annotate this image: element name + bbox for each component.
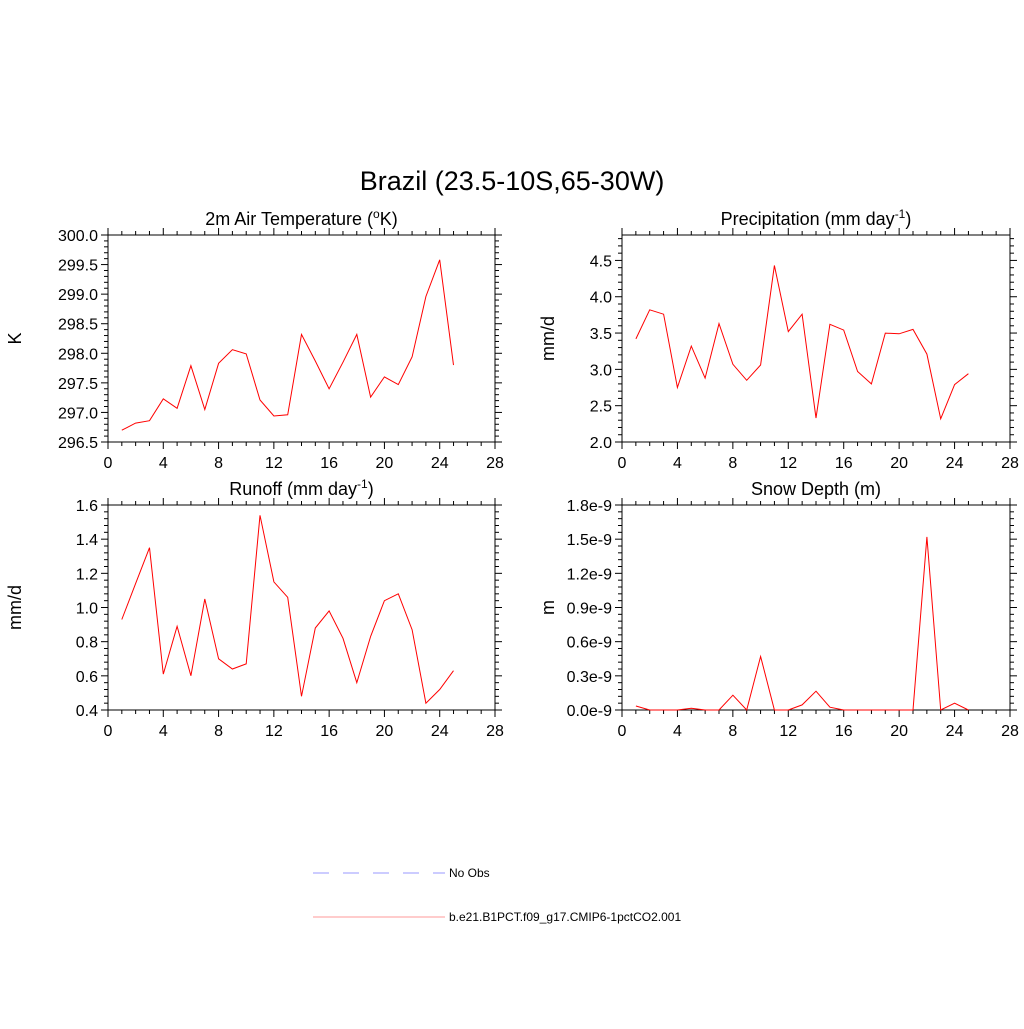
runoff-y-tick-label: 0.6 — [76, 669, 98, 686]
air-temperature-y-tick-label: 299.0 — [58, 287, 98, 304]
runoff-y-tick-label: 1.6 — [76, 498, 98, 515]
precipitation-y-axis-label: mm/d — [538, 316, 558, 361]
precipitation-plot-frame — [621, 234, 1011, 443]
air-temperature-series-line — [121, 259, 454, 431]
air-temperature-title-superscript: o — [373, 207, 380, 221]
runoff-y-tick-label: 0.4 — [76, 703, 98, 720]
runoff-panel-title: Runoff (mm day-1) — [229, 477, 373, 499]
precipitation-y-tick-label: 2.5 — [590, 399, 612, 416]
runoff-y-axis-label: mm/d — [5, 585, 25, 630]
air-temperature-y-tick-label: 296.5 — [58, 435, 98, 452]
snow-depth-panel-title: Snow Depth (m) — [751, 479, 881, 499]
air-temperature-x-tick-label: 20 — [376, 455, 394, 472]
air-temperature-x-tick-label: 28 — [486, 455, 504, 472]
snow-depth-x-tick-label: 16 — [835, 723, 853, 740]
snow-depth-x-tick-label: 4 — [673, 723, 682, 740]
snow-depth-x-tick-label: 0 — [618, 723, 627, 740]
runoff-y-tick-label: 1.2 — [76, 566, 98, 583]
runoff-x-tick-label: 4 — [159, 723, 168, 740]
air-temperature-y-tick-label: 299.5 — [58, 258, 98, 275]
snow-depth-x-tick-label: 8 — [728, 723, 737, 740]
air-temperature-y-axis-label: K — [5, 332, 25, 344]
air-temperature-y-tick-label: 298.0 — [58, 346, 98, 363]
snow-depth-plot-frame — [621, 504, 1011, 711]
precipitation-x-tick-label: 20 — [890, 455, 908, 472]
precipitation-panel-title: Precipitation (mm day-1) — [721, 207, 912, 229]
snow-depth-x-tick-label: 28 — [1001, 723, 1019, 740]
precipitation-y-tick-label: 4.0 — [590, 290, 612, 307]
precipitation-title-superscript: -1 — [895, 207, 906, 221]
air-temperature-title-text: 2m Air Temperature ( — [205, 209, 373, 229]
runoff-x-tick-label: 0 — [104, 723, 113, 740]
legend-label-2: b.e21.B1PCT.f09_g17.CMIP6-1pctCO2.001 — [449, 910, 681, 924]
precipitation-y-tick-label: 3.5 — [590, 326, 612, 343]
runoff-title-text: Runoff (mm day — [229, 479, 357, 499]
air-temperature-y-tick-label: 297.0 — [58, 405, 98, 422]
air-temperature-panel: 0 4 8 12 16 20 24 28 296.5 297.0 297.5 298.0 298.5 29… — [5, 207, 504, 472]
legend-label-1: No Obs — [449, 866, 490, 880]
air-temperature-x-tick-label: 8 — [214, 455, 223, 472]
snow-depth-y-tick-label: 0.6e-9 — [567, 635, 612, 652]
runoff-x-tick-label: 16 — [320, 723, 338, 740]
precipitation-title-suffix: ) — [905, 209, 911, 229]
precipitation-series-line — [635, 265, 969, 421]
snow-depth-y-axis-label: m — [538, 600, 558, 615]
precipitation-title-text: Precipitation (mm day — [721, 209, 895, 229]
air-temperature-x-tick-label: 24 — [431, 455, 449, 472]
precipitation-x-tick-label: 24 — [946, 455, 964, 472]
legend: No Obs b.e21.B1PCT.f09_g17.CMIP6-1pctCO2.… — [313, 866, 681, 924]
runoff-x-tick-label: 28 — [486, 723, 504, 740]
precipitation-y-tick-label: 3.0 — [590, 362, 612, 379]
precipitation-x-tick-label: 8 — [728, 455, 737, 472]
snow-depth-title-text: Snow Depth (m) — [751, 479, 881, 499]
runoff-x-tick-label: 24 — [431, 723, 449, 740]
precipitation-panel: 0 4 8 12 16 20 24 28 2.0 2.5 3.0 3.5 4.0 4.5 mm/d Preci… — [538, 207, 1019, 472]
snow-depth-y-tick-label: 0.9e-9 — [567, 601, 612, 618]
air-temperature-panel-title: 2m Air Temperature (oK) — [205, 207, 397, 229]
snow-depth-series-line — [635, 536, 969, 712]
air-temperature-y-tick-label: 298.5 — [58, 317, 98, 334]
air-temperature-y-tick-label: 297.5 — [58, 376, 98, 393]
runoff-y-tick-label: 1.4 — [76, 532, 98, 549]
snow-depth-x-tick-label: 12 — [779, 723, 797, 740]
snow-depth-x-tick-label: 24 — [946, 723, 964, 740]
snow-depth-y-tick-label: 1.2e-9 — [567, 566, 612, 583]
runoff-x-tick-label: 8 — [214, 723, 223, 740]
snow-depth-x-tick-label: 20 — [890, 723, 908, 740]
precipitation-x-tick-label: 16 — [835, 455, 853, 472]
main-title: Brazil (23.5-10S,65-30W) — [360, 166, 665, 196]
panels: 0 4 8 12 16 20 24 28 296.5 297.0 297.5 298.0 298.5 29… — [5, 207, 1019, 740]
precipitation-y-tick-label: 2.0 — [590, 435, 612, 452]
runoff-series-line — [121, 515, 454, 705]
runoff-x-tick-label: 20 — [376, 723, 394, 740]
runoff-title-superscript: -1 — [357, 477, 368, 491]
snow-depth-y-tick-label: 0.3e-9 — [567, 669, 612, 686]
runoff-title-suffix: ) — [368, 479, 374, 499]
air-temperature-x-tick-label: 0 — [104, 455, 113, 472]
precipitation-x-tick-label: 12 — [779, 455, 797, 472]
precipitation-x-tick-label: 0 — [618, 455, 627, 472]
runoff-panel: 0 4 8 12 16 20 24 28 0.4 0.6 0.8 1.0 1.2 1.4 1.6 mm/d Ru… — [5, 477, 504, 740]
runoff-y-tick-label: 0.8 — [76, 635, 98, 652]
air-temperature-x-tick-label: 12 — [265, 455, 283, 472]
air-temperature-x-tick-label: 4 — [159, 455, 168, 472]
runoff-y-tick-label: 1.0 — [76, 601, 98, 618]
precipitation-x-tick-label: 4 — [673, 455, 682, 472]
precipitation-x-tick-label: 28 — [1001, 455, 1019, 472]
snow-depth-y-tick-label: 0.0e-9 — [567, 703, 612, 720]
precipitation-y-tick-label: 4.5 — [590, 253, 612, 270]
runoff-x-tick-label: 12 — [265, 723, 283, 740]
runoff-plot-frame — [107, 504, 496, 711]
snow-depth-panel: 0 4 8 12 16 20 24 28 0.0e-9 0.3e-9 0.6e-9 0.9e-9 1.2… — [538, 479, 1019, 740]
air-temperature-title-suffix: K) — [380, 209, 398, 229]
air-temperature-x-tick-label: 16 — [320, 455, 338, 472]
snow-depth-y-tick-label: 1.5e-9 — [567, 532, 612, 549]
air-temperature-y-tick-label: 300.0 — [58, 228, 98, 245]
snow-depth-y-tick-label: 1.8e-9 — [567, 498, 612, 515]
